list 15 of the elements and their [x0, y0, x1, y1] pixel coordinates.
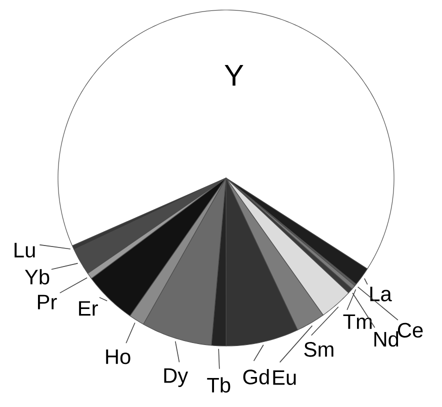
slice-label: Ce	[398, 322, 423, 338]
slice-label: Tb	[207, 377, 230, 393]
slice-label: Ho	[106, 350, 130, 364]
slice-label: Eu	[273, 370, 296, 385]
slice-label: Sm	[304, 342, 334, 357]
legend-label: La	[370, 286, 392, 302]
slice-label: Yb	[24, 269, 50, 284]
slice-label: Dy	[164, 368, 188, 388]
slice-label: Nd	[374, 331, 398, 347]
slice-label: Tm	[343, 314, 372, 329]
slice-label: Gd	[243, 369, 269, 384]
slice-label: Lu	[14, 242, 35, 258]
slice-label: Y	[224, 65, 244, 86]
slice-label: Er	[79, 301, 98, 316]
slice-label: Pr	[38, 294, 57, 310]
